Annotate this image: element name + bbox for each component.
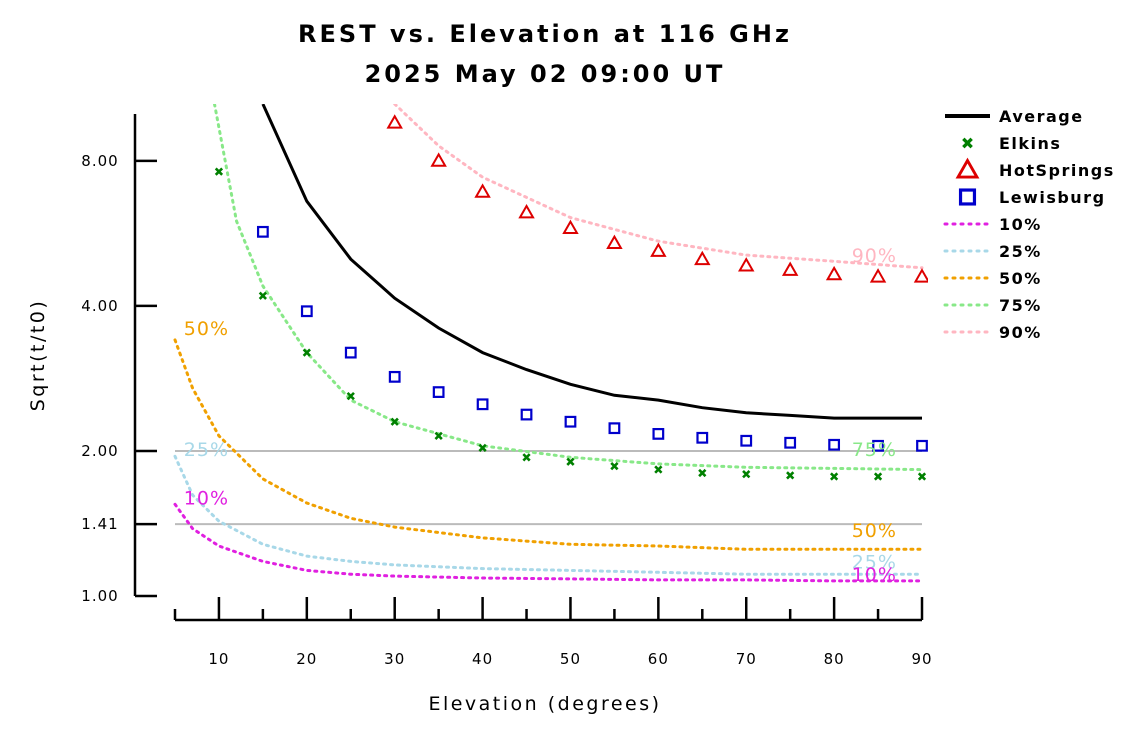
elkins-point [302,348,311,357]
legend-label-75pct: 75% [999,296,1042,315]
elkins-point [654,465,663,474]
lewisburg-point [872,439,884,452]
x-tick-label: 40 [472,650,493,668]
lewisburg-point [652,427,665,440]
x-tick-label: 70 [736,650,757,668]
elkins-point [390,417,399,426]
legend: Average Elkins HotSprings Lewisburg 10% 25% 50… [943,107,1115,342]
hotsprings-point [562,219,579,235]
curve-label-10pct: 10% [852,564,897,586]
lewisburg-point [300,305,313,318]
hotsprings-point [913,268,928,283]
y-tick-label: 1.00 [81,587,118,605]
x-tick-label: 90 [911,650,932,668]
elkins-point [873,472,883,481]
percentile-curve-25pct [173,454,924,576]
hotsprings-point [694,250,711,266]
elkins-point [917,472,927,481]
curve-label-75pct: 75% [852,439,897,461]
x-tick-label: 50 [560,650,581,668]
average-line [261,104,922,420]
legend-swatch-lewisburg [958,188,977,206]
plot-area: 1.00 1.41 2.00 4.00 8.00 10 20 30 40 50 60 70 80 90 50… [81,104,932,668]
legend-label-lewisburg: Lewisburg [999,188,1106,207]
percentile-curve-90pct [393,104,924,270]
elkins-point [566,457,575,466]
elkins-point [786,471,795,480]
lewisburg-point [696,431,709,444]
curve-label-50pct: 50% [852,520,897,542]
y-tick-label: 1.41 [81,515,118,533]
y-tick-label: 8.00 [81,152,118,170]
curve-label-90pct: 90% [852,245,897,267]
hotsprings-point [738,257,755,272]
x-tick-label: 60 [648,650,669,668]
hotsprings-point [825,265,843,281]
elkins-point [346,391,355,401]
curve-label-25pct: 25% [852,551,897,573]
legend-label-90pct: 90% [999,323,1042,342]
hotsprings-point [606,234,623,250]
elkins-point [698,468,707,478]
curve-label-50pct: 50% [184,318,229,340]
hotsprings-point [386,114,403,129]
legend-swatch-hotsprings [955,157,980,179]
elkins-point [258,291,268,300]
elkins-point [478,443,487,452]
curve-label-25pct: 25% [184,439,229,461]
x-tick-label: 10 [208,650,229,668]
lewisburg-point [388,370,401,383]
x-axis-title: Elevation (degrees) [428,693,661,715]
lewisburg-point [520,408,533,421]
elkins-point [610,462,619,471]
percentile-curve-10pct [173,502,924,583]
lewisburg-point [916,439,928,452]
y-tick-label: 2.00 [81,442,118,460]
legend-label-25pct: 25% [999,242,1042,261]
lewisburg-point [828,438,841,451]
legend-label-elkins: Elkins [999,134,1061,153]
legend-label-50pct: 50% [999,269,1042,288]
x-tick-label: 30 [384,650,405,668]
chart-title: REST vs. Elevation at 116 GHz [298,20,792,48]
percentile-curve-75pct [213,104,924,472]
elkins-point [829,472,839,481]
legend-label-average: Average [999,107,1084,126]
y-axis-title: Sqrt(t/t0) [27,299,49,412]
lewisburg-point [256,225,269,238]
x-tick-label: 80 [824,650,845,668]
hotsprings-point [869,268,887,283]
x-tick-label: 20 [296,650,317,668]
lewisburg-point [564,415,577,428]
percentile-curve-50pct [173,338,924,551]
elkins-point [214,167,224,176]
hotsprings-point [474,183,491,198]
lewisburg-point [784,436,797,449]
chart-subtitle: 2025 May 02 09:00 UT [365,60,726,88]
lewisburg-point [432,386,445,398]
hotsprings-point [430,152,447,167]
elkins-point [742,470,751,479]
elkins-point [522,453,531,462]
y-tick-label: 4.00 [81,297,118,315]
hotsprings-point [650,242,667,257]
elkins-point [434,431,443,440]
curve-label-10pct: 10% [184,488,229,510]
legend-swatch-elkins [962,137,973,149]
hotsprings-point [518,204,535,219]
lewisburg-point [476,398,489,411]
lewisburg-point [344,346,357,359]
legend-label-hotsprings: HotSprings [999,161,1115,180]
hotsprings-point [781,261,799,276]
lewisburg-point [740,434,753,447]
lewisburg-point [608,422,621,435]
legend-label-10pct: 10% [999,215,1042,234]
series-group [173,104,928,583]
